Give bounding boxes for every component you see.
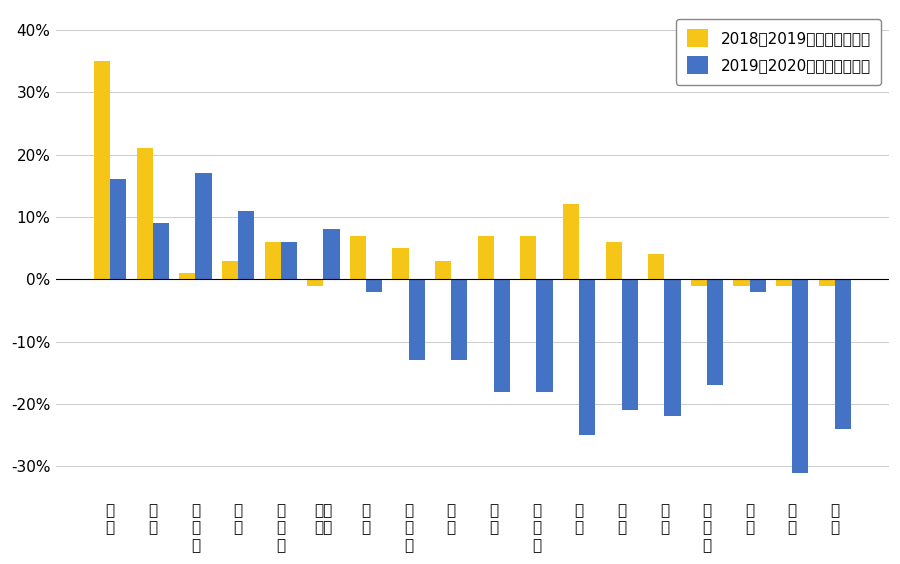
Bar	[792, 279, 808, 473]
Bar	[606, 242, 622, 279]
Bar	[478, 236, 494, 279]
Bar	[222, 261, 239, 279]
Bar	[238, 211, 255, 279]
Bar	[153, 223, 169, 279]
Bar	[350, 236, 366, 279]
Bar	[110, 179, 126, 279]
Bar	[195, 173, 212, 279]
Bar	[137, 148, 153, 279]
Bar	[648, 254, 664, 279]
Bar	[265, 242, 281, 279]
Bar	[691, 279, 707, 285]
Bar	[94, 61, 110, 279]
Bar	[366, 279, 382, 292]
Bar	[819, 279, 835, 285]
Bar	[323, 230, 339, 279]
Bar	[622, 279, 638, 410]
Bar	[835, 279, 851, 429]
Bar	[520, 236, 536, 279]
Bar	[307, 279, 323, 285]
Bar	[734, 279, 750, 285]
Bar	[451, 279, 467, 360]
Bar	[664, 279, 680, 416]
Bar	[707, 279, 724, 385]
Bar	[536, 279, 553, 391]
Bar	[435, 261, 451, 279]
Bar	[750, 279, 766, 292]
Bar	[579, 279, 595, 435]
Bar	[179, 273, 195, 279]
Bar	[281, 242, 297, 279]
Bar	[776, 279, 792, 285]
Bar	[392, 248, 409, 279]
Bar	[562, 204, 579, 279]
Bar	[494, 279, 510, 391]
Legend: 2018至2019年美国进口增长, 2019至2020年美国进口增长: 2018至2019年美国进口增长, 2019至2020年美国进口增长	[676, 19, 881, 85]
Bar	[409, 279, 425, 360]
